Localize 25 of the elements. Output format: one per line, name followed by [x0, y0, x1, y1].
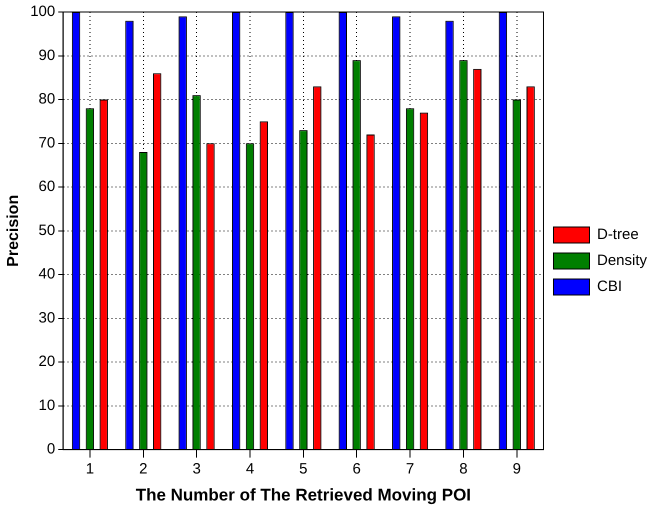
x-tick-label: 2: [139, 460, 148, 478]
x-tick-label: 4: [246, 460, 254, 478]
x-axis-title: The Number of The Retrieved Moving POI: [136, 485, 472, 504]
x-tick-label: 7: [406, 460, 414, 478]
x-tick-label: 5: [299, 460, 308, 478]
y-tick-label: 90: [38, 46, 56, 64]
y-tick-label: 20: [38, 353, 56, 370]
y-tick-label: 10: [38, 396, 56, 414]
y-axis-title: Precision: [5, 194, 22, 267]
y-tick-label: 60: [38, 178, 56, 196]
y-tick-label: 70: [38, 134, 56, 152]
legend-label: Density: [596, 252, 648, 270]
y-tick-label: 80: [38, 90, 56, 108]
y-tick-label: 40: [38, 266, 56, 283]
x-tick-label: 8: [459, 460, 468, 478]
x-tick-label: 3: [192, 460, 201, 478]
x-tick-label: 1: [86, 460, 94, 478]
legend-label: CBI: [596, 278, 622, 296]
x-tick-label: 9: [512, 460, 521, 478]
x-tick-label: 6: [352, 460, 361, 478]
y-tick-label: 50: [38, 222, 56, 239]
y-tick-label: 0: [46, 440, 56, 458]
y-tick-label: 30: [38, 309, 56, 326]
legend-label: D-tree: [596, 226, 639, 244]
y-tick-label: 100: [30, 3, 56, 20]
